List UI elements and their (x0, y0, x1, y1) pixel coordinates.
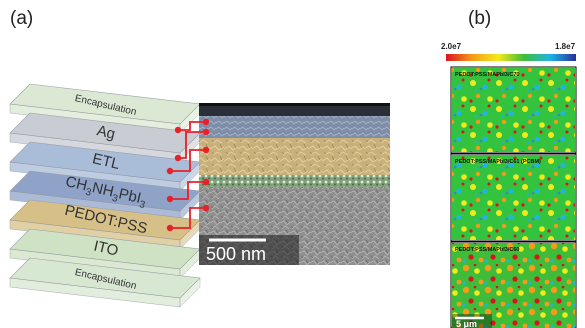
connector-dot (202, 178, 210, 186)
pl-map-1-title: PEDOT:PSS/MAPbI3/C70 (455, 72, 520, 78)
pl-scale-bar-label: 5 μm (456, 319, 477, 328)
connector-dot (202, 128, 210, 136)
connector-dot (202, 204, 210, 212)
pl-map-panel: 2.0e7 1.8e7 PEDOT:PSS/MAPbI3/C70 PEDOT:P… (441, 42, 577, 328)
connector-dot (174, 154, 182, 162)
pl-map-3-title: PEDOT:PSS/MAPbI3/C60 (455, 247, 520, 253)
stack-layer-label: ITO (92, 238, 120, 260)
connector-dot (202, 146, 210, 154)
pl-map-2-title: PEDOT:PSS/MAPbI3/C61 (PCBM) (455, 159, 541, 165)
panel-a-label: (a) (10, 8, 34, 29)
stack-layer-6: Encapsulation (9, 257, 201, 308)
sem-cross-section: 500 nm (199, 103, 390, 265)
connector-line-0 (178, 121, 206, 131)
colorbar-max-label: 1.8e7 (555, 42, 576, 51)
pl-map-1 (452, 68, 575, 152)
pl-map-3 (452, 243, 575, 328)
connector-line-3 (170, 181, 206, 200)
connector-dot (166, 195, 174, 203)
stack-layer-label: CH3NH3PbI3 (63, 173, 148, 211)
sem-scale-bar-label: 500 nm (206, 244, 266, 264)
colorbar (446, 54, 576, 61)
connector-dot (166, 167, 174, 175)
connector-line-2 (170, 149, 206, 172)
layer-connectors (166, 118, 210, 232)
connector-dot (166, 224, 174, 232)
connector-dot (202, 118, 210, 126)
panel-b-label: (b) (468, 8, 492, 29)
connector-line-1 (178, 131, 206, 159)
pl-map-2 (452, 155, 575, 240)
connector-line-4 (170, 207, 206, 229)
stack-layer-label: ETL (91, 150, 122, 173)
connector-dot (174, 126, 182, 134)
stack-layer-label: Ag (95, 122, 117, 143)
device-layer-stack: EncapsulationAgETLCH3NH3PbI3PEDOT:PSSITO… (9, 83, 201, 308)
colorbar-min-label: 2.0e7 (441, 42, 462, 51)
